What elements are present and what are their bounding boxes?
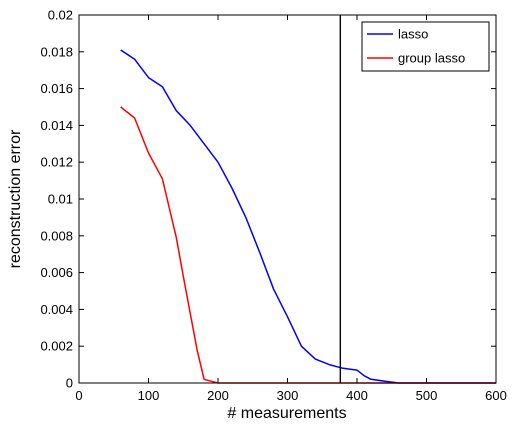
x-tick-label: 100 — [138, 388, 160, 403]
legend-label-group-lasso: group lasso — [398, 51, 465, 66]
series-line-lasso — [120, 49, 496, 384]
y-tick-label: 0.018 — [40, 44, 73, 59]
x-tick-label: 0 — [75, 388, 82, 403]
y-tick-label: 0 — [66, 376, 73, 391]
legend-box — [361, 21, 490, 72]
x-axis-label: # measurements — [227, 405, 346, 422]
x-tick-label: 200 — [207, 388, 229, 403]
y-tick-label: 0.01 — [48, 192, 73, 207]
x-tick-label: 400 — [346, 388, 368, 403]
plot-frame — [78, 14, 497, 384]
x-tick-label: 600 — [485, 388, 507, 403]
x-tick-label: 300 — [277, 388, 299, 403]
y-tick-label: 0.002 — [40, 339, 73, 354]
x-tick-label: 500 — [416, 388, 438, 403]
y-axis-label: reconstruction error — [7, 129, 24, 268]
y-tick-label: 0.02 — [48, 8, 73, 23]
y-tick-label: 0.016 — [40, 81, 73, 96]
legend: lasso group lasso — [361, 21, 490, 72]
y-tick-label: 0.004 — [40, 302, 73, 317]
y-tick-label: 0.008 — [40, 228, 73, 243]
y-tick-label: 0.014 — [40, 118, 73, 133]
ticks: 0 100 200 300 400 500 600 0 0.002 0.004 0.006 0.008… — [40, 8, 506, 404]
y-tick-label: 0.006 — [40, 265, 73, 280]
plot-background — [79, 15, 496, 383]
y-tick-label: 0.012 — [40, 155, 73, 170]
legend-label-lasso: lasso — [398, 27, 428, 42]
